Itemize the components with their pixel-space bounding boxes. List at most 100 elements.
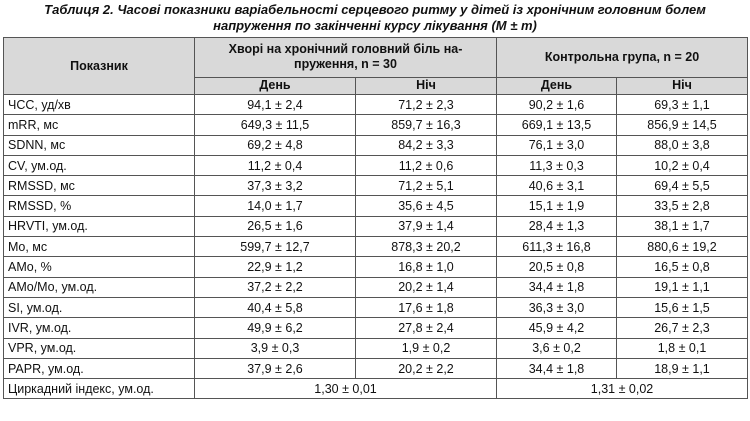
value-cell: 37,9 ± 2,6 xyxy=(194,357,356,380)
value-cell: 69,4 ± 5,5 xyxy=(616,175,748,197)
value-cell: 11,2 ± 0,4 xyxy=(194,154,356,177)
value-cell: 3,9 ± 0,3 xyxy=(194,337,356,359)
table-row: PAPR, ум.од. 37,9 ± 2,6 20,2 ± 2,2 34,4 ± 1… xyxy=(3,357,748,380)
sub-header: Ніч xyxy=(355,76,497,96)
sub-header: День xyxy=(194,76,356,96)
title-line: напруження по закінченні курсу лікування… xyxy=(213,18,537,33)
header-row: Показник Хворі на хронічний головний біль… xyxy=(3,37,748,95)
row-label: AMo, % xyxy=(3,256,195,278)
group-header: Контрольна група, n = 20 xyxy=(496,37,748,78)
value-cell: 1,31 ± 0,02 xyxy=(496,378,748,400)
value-cell: 69,3 ± 1,1 xyxy=(616,93,748,116)
header-cell: Показник xyxy=(3,37,195,95)
table-title: Таблиця 2. Часові показники варіабельнос… xyxy=(0,2,750,34)
value-cell: 76,1 ± 3,0 xyxy=(496,134,617,156)
value-cell: 37,2 ± 2,2 xyxy=(194,276,356,298)
value-cell: 878,3 ± 20,2 xyxy=(355,236,497,258)
value-cell: 84,2 ± 3,3 xyxy=(355,134,497,156)
value-cell: 11,2 ± 0,6 xyxy=(355,154,497,177)
value-cell: 37,3 ± 3,2 xyxy=(194,175,356,197)
table-head: Показник Хворі на хронічний головний біль… xyxy=(3,37,748,96)
value-cell: 11,3 ± 0,3 xyxy=(496,154,617,177)
data-table: Показник Хворі на хронічний головний біль… xyxy=(3,37,748,400)
value-cell: 18,9 ± 1,1 xyxy=(616,357,748,380)
row-label: PAPR, ум.од. xyxy=(3,357,195,380)
row-label: mRR, мс xyxy=(3,114,195,136)
table-row: Mo, мс 599,7 ± 12,7 878,3 ± 20,2 611,3 ± 16… xyxy=(3,236,748,258)
group-header-line: Хворі на хронічний головний біль на- xyxy=(228,42,463,57)
value-cell: 20,5 ± 0,8 xyxy=(496,256,617,278)
value-cell: 88,0 ± 3,8 xyxy=(616,134,748,156)
value-cell: 15,1 ± 1,9 xyxy=(496,195,617,217)
row-label: ЧСС, уд/хв xyxy=(3,93,195,116)
value-cell: 20,2 ± 1,4 xyxy=(355,276,497,298)
row-label: Mo, мс xyxy=(3,236,195,258)
header-row: День Ніч День Ніч xyxy=(4,76,748,96)
value-cell: 34,4 ± 1,8 xyxy=(496,357,617,380)
value-cell: 599,7 ± 12,7 xyxy=(194,236,356,258)
table-row: VPR, ум.од. 3,9 ± 0,3 1,9 ± 0,2 3,6 ± 0,2 1,… xyxy=(3,337,748,359)
table-row: SDNN, мс 69,2 ± 4,8 84,2 ± 3,3 76,1 ± 3,0 88… xyxy=(3,134,748,156)
table-row: SI, ум.од. 40,4 ± 5,8 17,6 ± 1,8 36,3 ± 3,0… xyxy=(3,296,748,319)
value-cell: 15,6 ± 1,5 xyxy=(616,296,748,319)
value-cell: 10,2 ± 0,4 xyxy=(616,154,748,177)
value-cell: 859,7 ± 16,3 xyxy=(355,114,497,136)
title-line: Таблиця 2. Часові показники варіабельнос… xyxy=(44,2,706,17)
value-cell: 35,6 ± 4,5 xyxy=(355,195,497,217)
value-cell: 37,9 ± 1,4 xyxy=(355,215,497,238)
value-cell: 33,5 ± 2,8 xyxy=(616,195,748,217)
value-cell: 611,3 ± 16,8 xyxy=(496,236,617,258)
value-cell: 14,0 ± 1,7 xyxy=(194,195,356,217)
table-row: AMo/Mo, ум.од. 37,2 ± 2,2 20,2 ± 1,4 34,4 ±… xyxy=(3,276,748,298)
row-label: AMo/Mo, ум.од. xyxy=(3,276,195,298)
group-header-line: пруження, n = 30 xyxy=(294,57,397,72)
row-label: RMSSD, мс xyxy=(3,175,195,197)
group-header: Хворі на хронічний головний біль на-пруж… xyxy=(194,37,497,78)
table-row: ЧСС, уд/хв 94,1 ± 2,4 71,2 ± 2,3 90,2 ± 1,6… xyxy=(3,93,748,116)
table-row: RMSSD, мс 37,3 ± 3,2 71,2 ± 5,1 40,6 ± 3,1 6… xyxy=(3,175,748,197)
value-cell: 40,6 ± 3,1 xyxy=(496,175,617,197)
value-cell: 26,7 ± 2,3 xyxy=(616,317,748,339)
row-label: RMSSD, % xyxy=(3,195,195,217)
row-label: CV, ум.од. xyxy=(3,154,195,177)
value-cell: 22,9 ± 1,2 xyxy=(194,256,356,278)
value-cell: 94,1 ± 2,4 xyxy=(194,93,356,116)
value-cell: 69,2 ± 4,8 xyxy=(194,134,356,156)
table-row: RMSSD, % 14,0 ± 1,7 35,6 ± 4,5 15,1 ± 1,9 33… xyxy=(3,195,748,217)
value-cell: 20,2 ± 2,2 xyxy=(355,357,497,380)
sub-header: День xyxy=(496,76,617,96)
value-cell: 16,5 ± 0,8 xyxy=(616,256,748,278)
value-cell: 71,2 ± 5,1 xyxy=(355,175,497,197)
value-cell: 71,2 ± 2,3 xyxy=(355,93,497,116)
table-row: Циркадний індекс, ум.од. 1,30 ± 0,01 1,31 … xyxy=(3,378,748,400)
row-label: SI, ум.од. xyxy=(3,296,195,319)
row-label: Циркадний індекс, ум.од. xyxy=(3,378,195,400)
value-cell: 49,9 ± 6,2 xyxy=(194,317,356,339)
table-row: AMo, % 22,9 ± 1,2 16,8 ± 1,0 20,5 ± 0,8 16,5… xyxy=(3,256,748,278)
value-cell: 16,8 ± 1,0 xyxy=(355,256,497,278)
value-cell: 34,4 ± 1,8 xyxy=(496,276,617,298)
table-row: HRVTI, ум.од. 26,5 ± 1,6 37,9 ± 1,4 28,4 ± … xyxy=(3,215,748,238)
value-cell: 669,1 ± 13,5 xyxy=(496,114,617,136)
table-row: IVR, ум.од. 49,9 ± 6,2 27,8 ± 2,4 45,9 ± 4,… xyxy=(3,317,748,339)
value-cell: 880,6 ± 19,2 xyxy=(616,236,748,258)
value-cell: 27,8 ± 2,4 xyxy=(355,317,497,339)
table-row: CV, ум.од. 11,2 ± 0,4 11,2 ± 0,6 11,3 ± 0,3… xyxy=(3,154,748,177)
value-cell: 45,9 ± 4,2 xyxy=(496,317,617,339)
row-label: HRVTI, ум.од. xyxy=(3,215,195,238)
value-cell: 3,6 ± 0,2 xyxy=(496,337,617,359)
row-label: IVR, ум.од. xyxy=(3,317,195,339)
value-cell: 649,3 ± 11,5 xyxy=(194,114,356,136)
value-cell: 28,4 ± 1,3 xyxy=(496,215,617,238)
sub-header: Ніч xyxy=(616,76,748,96)
row-label: VPR, ум.од. xyxy=(3,337,195,359)
value-cell: 17,6 ± 1,8 xyxy=(355,296,497,319)
value-cell: 38,1 ± 1,7 xyxy=(616,215,748,238)
table-row: mRR, мс 649,3 ± 11,5 859,7 ± 16,3 669,1 ± 1… xyxy=(3,114,748,136)
value-cell: 26,5 ± 1,6 xyxy=(194,215,356,238)
row-label: SDNN, мс xyxy=(3,134,195,156)
value-cell: 856,9 ± 14,5 xyxy=(616,114,748,136)
value-cell: 36,3 ± 3,0 xyxy=(496,296,617,319)
value-cell: 19,1 ± 1,1 xyxy=(616,276,748,298)
value-cell: 40,4 ± 5,8 xyxy=(194,296,356,319)
